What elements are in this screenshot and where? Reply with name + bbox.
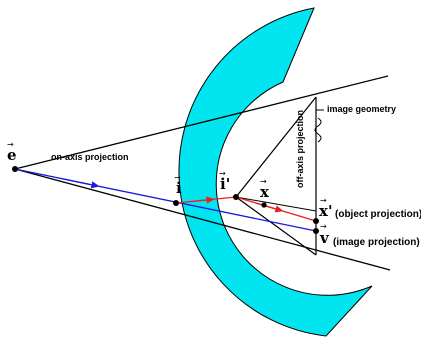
label-x: x	[260, 183, 270, 201]
geometry-mid-line	[235, 196, 317, 212]
geometry-top-line	[235, 96, 317, 198]
upper-ray-line	[14, 75, 389, 170]
image-projection-label: (image projection)	[333, 237, 420, 248]
label-e: e	[7, 146, 17, 164]
point-e	[12, 166, 18, 172]
i-prime-vector-arrow: →	[219, 169, 226, 178]
on-axis-projection-label: on-axis projection	[51, 152, 129, 162]
image-geometry-leader	[314, 117, 322, 143]
point-x	[261, 202, 267, 208]
label-i-prime: i'	[220, 175, 230, 193]
x-vector-arrow: →	[260, 177, 267, 186]
image-geometry-label: image geometry	[327, 104, 396, 114]
object-ray-arrow-2	[255, 202, 284, 213]
geometry-bottom-line	[235, 196, 317, 256]
object-ray-arrow-1	[189, 196, 215, 204]
image-projection-arrow	[59, 177, 100, 189]
lower-ray-line	[14, 168, 391, 271]
object-projection-label: (object projection)	[335, 209, 421, 220]
e-vector-arrow: →	[7, 140, 14, 149]
label-x-prime: x'	[319, 202, 333, 220]
v-vector-arrow: →	[320, 222, 327, 231]
point-i-prime	[233, 194, 239, 200]
point-i	[173, 200, 179, 206]
x-prime-vector-arrow: →	[320, 196, 327, 205]
label-v: v	[319, 229, 330, 247]
point-v	[313, 228, 319, 234]
off-axis-projection-label: off-axis projection	[295, 110, 305, 188]
label-i: i	[176, 179, 182, 197]
i-vector-arrow: →	[174, 173, 181, 182]
lens-shape	[178, 7, 373, 337]
point-x-prime	[313, 218, 319, 224]
